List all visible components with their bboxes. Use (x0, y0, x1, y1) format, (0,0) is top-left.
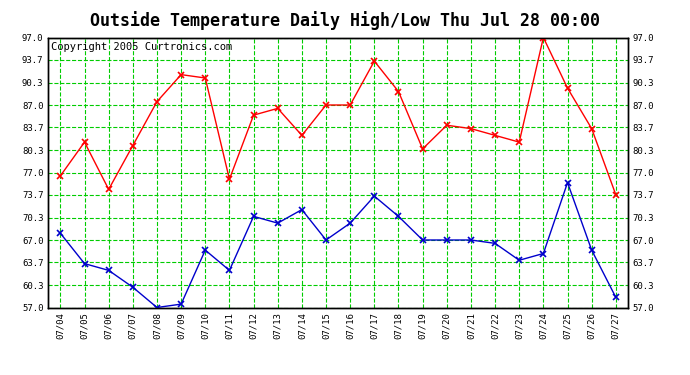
Text: Copyright 2005 Curtronics.com: Copyright 2005 Curtronics.com (51, 42, 233, 51)
Text: Outside Temperature Daily High/Low Thu Jul 28 00:00: Outside Temperature Daily High/Low Thu J… (90, 11, 600, 30)
